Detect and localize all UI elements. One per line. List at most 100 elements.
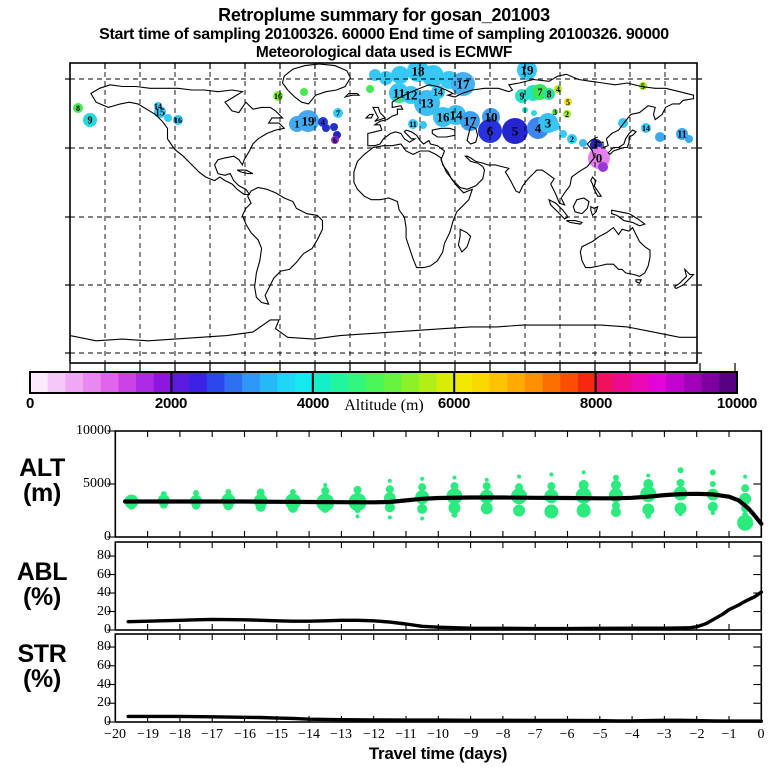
colorbar-segment xyxy=(577,372,597,393)
abl-line xyxy=(126,590,763,631)
map-plume-dot xyxy=(273,91,283,101)
colorbar-segment xyxy=(471,372,491,393)
map-plume-dot xyxy=(154,102,162,110)
alt-cluster-dot xyxy=(287,502,298,513)
colorbar-segment xyxy=(383,372,402,393)
colorbar-outline xyxy=(29,371,738,394)
alt-cluster-dot xyxy=(321,504,330,513)
map-day-label: 11 xyxy=(677,130,686,141)
map-plume-dot xyxy=(379,71,393,85)
alt-cluster-dot xyxy=(674,502,687,515)
colorbar-segment xyxy=(189,372,208,393)
map-plume-dot xyxy=(598,162,608,172)
colorbar-segment xyxy=(330,372,349,393)
map-plume-dot xyxy=(543,88,555,100)
alt-cluster-dot xyxy=(549,472,554,477)
colorbar-segment xyxy=(171,372,190,393)
map-day-label: 13 xyxy=(421,96,435,111)
map-day-label: 3 xyxy=(545,116,552,131)
map-day-label: 15 xyxy=(155,108,165,119)
colorbar-segment xyxy=(560,372,579,393)
map-day-label: 9 xyxy=(520,92,525,103)
alt-cluster-dot xyxy=(645,512,652,519)
map-day-label: 19 xyxy=(521,63,535,78)
alt-cluster-dot xyxy=(743,474,748,479)
map-day-label: 4 xyxy=(535,121,542,136)
map-day-label: 7 xyxy=(538,88,543,99)
str-panel-frame xyxy=(114,633,763,723)
alt-cluster-dot xyxy=(256,488,265,497)
alt-cluster-dot xyxy=(517,474,522,479)
colorbar-segment xyxy=(595,372,614,393)
abl-panel-ticks xyxy=(107,542,762,631)
colorbar-segment xyxy=(701,372,720,393)
map-plume-dot xyxy=(685,135,693,143)
plume-dots-layer xyxy=(73,63,693,172)
alt-cluster-dot xyxy=(676,478,685,487)
alt-cluster-dot xyxy=(741,484,750,493)
colorbar-segment xyxy=(630,372,650,393)
alt-cluster-dot xyxy=(709,469,716,476)
alt-cluster-dot xyxy=(160,491,167,498)
abl-panel-frame xyxy=(114,541,763,631)
map-plume-dot xyxy=(331,136,339,144)
alt-cluster-dot xyxy=(192,501,201,510)
map-day-label: 0 xyxy=(596,151,603,166)
alt-panel-ticks xyxy=(107,430,762,538)
alt-cluster-dot xyxy=(612,474,619,481)
alt-cluster-dot xyxy=(448,501,461,514)
colorbar-segment xyxy=(348,372,367,393)
map-day-label: 14 xyxy=(154,102,162,111)
alt-cluster-dot xyxy=(581,470,586,475)
colorbar-segment xyxy=(83,372,102,393)
alt-cluster-dot xyxy=(610,507,621,518)
map-plume-dot xyxy=(422,65,444,87)
map-day-label: 19 xyxy=(302,114,316,129)
map-plume-dot xyxy=(559,130,567,138)
map-day-label: 2 xyxy=(570,135,574,144)
colorbar-segment xyxy=(542,372,561,393)
alt-cluster-dot xyxy=(418,483,427,492)
colorbar-segment xyxy=(507,372,526,393)
map-day-label: 8 xyxy=(76,104,80,113)
map-day-label: 12 xyxy=(405,88,418,103)
map-plume-dot xyxy=(366,85,374,93)
colorbar-segment xyxy=(136,372,155,393)
alt-cluster-dot xyxy=(547,482,556,491)
map-plume-dot xyxy=(322,124,330,132)
map-plume-dot xyxy=(369,69,381,81)
alt-cluster-dot xyxy=(127,501,136,510)
alt-cluster-dot xyxy=(417,503,428,514)
colorbar-segment xyxy=(524,372,544,393)
map-day-label: 9 xyxy=(88,116,93,127)
map-plume-dot xyxy=(300,88,308,96)
map-plume-dot xyxy=(563,110,571,118)
colorbar-segment xyxy=(436,372,455,393)
map-day-label: 8 xyxy=(547,90,552,101)
colorbar-segment xyxy=(295,372,314,393)
alt-cluster-dot xyxy=(450,482,459,491)
map-plume-dot xyxy=(451,72,475,96)
colorbar-segment xyxy=(47,372,66,393)
alt-cluster-dot xyxy=(323,483,328,488)
map-frame xyxy=(69,62,698,364)
str-line xyxy=(126,714,763,723)
map-day-label: 17 xyxy=(464,114,478,129)
map-day-label: 17 xyxy=(457,77,471,92)
map-day-label: 14 xyxy=(433,88,443,99)
map-day-label: 14 xyxy=(450,108,464,123)
map-plume-dot xyxy=(333,108,343,118)
map-plume-dot xyxy=(676,128,688,140)
colorbar-segment xyxy=(489,372,508,393)
map-plume-dot xyxy=(164,114,172,122)
map-plume-dot xyxy=(173,115,183,125)
alt-cluster-dot xyxy=(707,501,718,512)
map-plume-dot xyxy=(83,113,97,127)
map-day-label: 16 xyxy=(274,92,282,101)
alt-cluster-dot xyxy=(576,503,591,518)
map-plume-dot xyxy=(460,111,480,131)
map-day-label: 14 xyxy=(642,124,650,133)
alt-cluster-dot xyxy=(482,482,491,491)
alt-cluster-dot xyxy=(193,490,200,497)
colorbar-segment xyxy=(242,372,261,393)
